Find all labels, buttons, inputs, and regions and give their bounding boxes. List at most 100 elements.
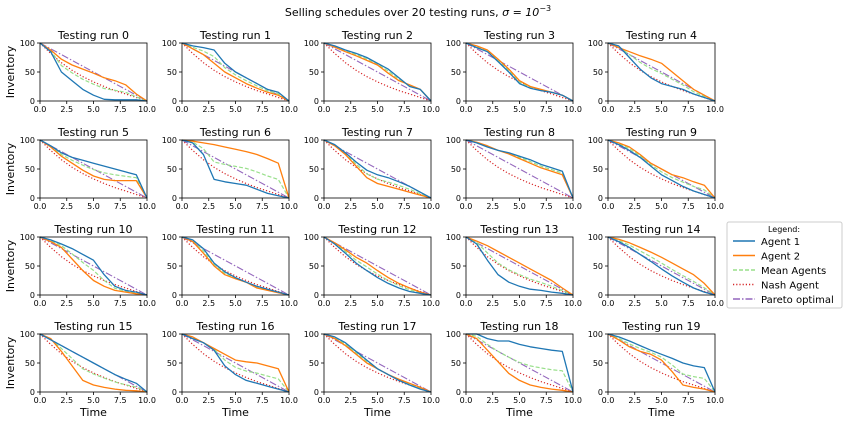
series-agent1-line	[323, 236, 432, 296]
subplot-title: Testing run 11	[195, 223, 274, 236]
series-pareto-line	[39, 333, 148, 393]
subplot-title: Testing run 9	[625, 126, 697, 139]
figure-title-text: Selling schedules over 20 testing runs,	[285, 6, 502, 19]
series-mean-line	[323, 236, 432, 296]
x-tick-label: 5.0	[513, 202, 526, 211]
series-agent2-line	[181, 236, 290, 296]
x-tick-label: 7.5	[114, 105, 127, 114]
x-tick-label: 5.0	[371, 105, 384, 114]
x-tick-label: 10.0	[280, 105, 298, 114]
subplot-title: Testing run 5	[57, 126, 129, 139]
series-mean-line	[39, 139, 148, 199]
x-tick-label: 5.0	[229, 299, 242, 308]
y-tick-label: 0	[172, 97, 177, 106]
series-agent2-line	[323, 42, 432, 102]
subplot: Testing run 17 0.0 2.5 5.0 7.5 10.0 0 50 100 Time	[304, 320, 440, 419]
x-tick-label: 2.5	[202, 299, 215, 308]
x-tick-label: 2.5	[344, 202, 357, 211]
series-mean-line	[607, 333, 716, 393]
subplot-title: Testing run 15	[53, 320, 132, 333]
x-tick-label: 7.5	[540, 396, 553, 405]
series-pareto-line	[323, 42, 432, 102]
x-tick-label: 2.5	[486, 396, 499, 405]
series-agent1-line	[181, 139, 290, 199]
x-tick-label: 0.0	[34, 202, 47, 211]
y-tick-label: 50	[451, 68, 461, 77]
x-tick-label: 7.5	[256, 202, 269, 211]
x-tick-label: 10.0	[706, 105, 724, 114]
y-tick-label: 100	[446, 136, 461, 145]
x-tick-label: 7.5	[114, 396, 127, 405]
subplot: Testing run 10 0.0 2.5 5.0 7.5 10.0 0 50 100Inve…	[4, 223, 156, 308]
x-tick-label: 2.5	[344, 299, 357, 308]
subplot-title: Testing run 1	[199, 29, 271, 42]
series-pareto-line	[607, 333, 716, 393]
subplot: Testing run 8 0.0 2.5 5.0 7.5 10.0 0 50 100	[446, 126, 582, 211]
x-tick-label: 2.5	[628, 299, 641, 308]
y-tick-label: 100	[20, 330, 35, 339]
y-tick-label: 50	[309, 262, 319, 271]
y-tick-label: 50	[593, 68, 603, 77]
series-agent2-line	[323, 236, 432, 296]
series-agent1-line	[323, 139, 432, 199]
series-mean-line	[181, 42, 290, 102]
subplot-title: Testing run 17	[337, 320, 416, 333]
x-tick-label: 10.0	[422, 299, 440, 308]
x-tick-label: 10.0	[706, 299, 724, 308]
series-mean-line	[465, 236, 574, 296]
x-tick-label: 7.5	[682, 202, 695, 211]
legend-agent1-label: Agent 1	[761, 237, 800, 248]
subplot: Testing run 11 0.0 2.5 5.0 7.5 10.0 0 50 100	[162, 223, 298, 308]
x-tick-label: 5.0	[87, 396, 100, 405]
y-tick-label: 50	[25, 68, 35, 77]
series-mean-line	[607, 139, 716, 199]
x-tick-label: 7.5	[398, 202, 411, 211]
subplot-title: Testing run 14	[621, 223, 700, 236]
y-tick-label: 100	[446, 330, 461, 339]
y-tick-label: 100	[20, 233, 35, 242]
x-tick-label: 10.0	[138, 396, 156, 405]
y-tick-label: 50	[167, 262, 177, 271]
series-pareto-line	[181, 333, 290, 393]
x-tick-label: 5.0	[371, 202, 384, 211]
x-tick-label: 5.0	[655, 105, 668, 114]
y-tick-label: 50	[309, 68, 319, 77]
x-tick-label: 5.0	[513, 299, 526, 308]
figure-title-sigma: σ = 10	[502, 6, 539, 19]
subplot-title: Testing run 13	[479, 223, 558, 236]
x-tick-label: 0.0	[318, 105, 331, 114]
x-tick-label: 2.5	[202, 202, 215, 211]
y-tick-label: 0	[172, 388, 177, 397]
x-tick-label: 10.0	[422, 202, 440, 211]
x-tick-label: 7.5	[114, 202, 127, 211]
x-tick-label: 7.5	[256, 299, 269, 308]
x-tick-label: 7.5	[682, 299, 695, 308]
x-tick-label: 0.0	[318, 396, 331, 405]
x-tick-label: 5.0	[229, 396, 242, 405]
x-tick-label: 2.5	[202, 396, 215, 405]
series-agent2-line	[465, 139, 574, 199]
y-tick-label: 0	[172, 194, 177, 203]
series-agent2-line	[607, 42, 716, 102]
series-pareto-line	[465, 236, 574, 296]
x-axis-label: Time	[505, 406, 533, 419]
series-agent1-line	[39, 139, 148, 199]
y-tick-label: 50	[167, 165, 177, 174]
subplot: Testing run 12 0.0 2.5 5.0 7.5 10.0 0 50 100	[304, 223, 440, 308]
x-tick-label: 0.0	[34, 105, 47, 114]
y-tick-label: 50	[451, 262, 461, 271]
subplot-title: Testing run 4	[625, 29, 697, 42]
y-tick-label: 50	[309, 359, 319, 368]
subplot: Testing run 16 0.0 2.5 5.0 7.5 10.0 0 50 100 Time	[162, 320, 298, 419]
y-tick-label: 50	[593, 165, 603, 174]
y-tick-label: 50	[25, 165, 35, 174]
x-tick-label: 10.0	[706, 396, 724, 405]
x-tick-label: 10.0	[564, 202, 582, 211]
y-tick-label: 100	[20, 39, 35, 48]
y-tick-label: 100	[162, 39, 177, 48]
series-agent2-line	[607, 236, 716, 296]
series-agent1-line	[39, 42, 148, 102]
series-agent2-line	[39, 236, 148, 296]
x-tick-label: 7.5	[398, 396, 411, 405]
series-agent1-line	[466, 333, 574, 393]
